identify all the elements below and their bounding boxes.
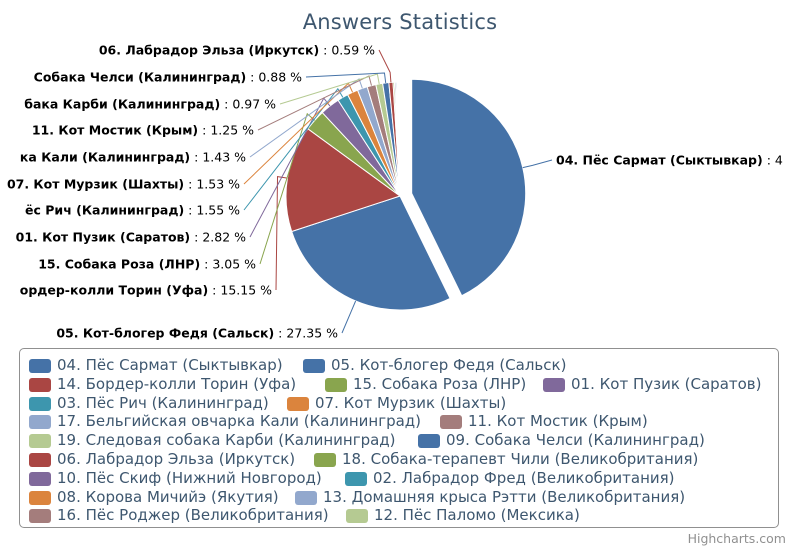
legend-label: 13. Домашняя крыса Рэтти (Великобритания… [323, 487, 686, 506]
slice-label: 06. Лабрадор Эльза (Иркутск) : 0.59 % [99, 43, 375, 58]
label-connector [378, 49, 392, 83]
slice-label: 05. Кот-блогер Федя (Сальск) : 27.35 % [56, 326, 338, 341]
legend-label: 04. Пёс Сармат (Сыктывкар) [57, 356, 283, 374]
legend-label: 06. Лабрадор Эльза (Иркутск) [57, 450, 296, 468]
credits-link[interactable]: Highcharts.com [687, 531, 786, 546]
slice-label: ёс Рич (Калининград) : 1.55 % [25, 203, 240, 218]
slice-label: 15. Собака Роза (ЛНР) : 3.05 % [38, 257, 256, 272]
legend: 04. Пёс Сармат (Сыктывкар) 05. Кот-блогер… [19, 348, 779, 528]
pie-slice[interactable] [411, 78, 527, 297]
legend-symbol [325, 377, 347, 392]
legend-symbol [295, 490, 317, 505]
legend-symbol [29, 396, 51, 411]
slice-label: 07. Кот Мурзик (Шахты) : 1.53 % [7, 177, 240, 192]
legend-label: 12. Пёс Паломо (Мексика) [374, 506, 580, 525]
legend-symbol [287, 396, 309, 411]
label-connector [243, 87, 344, 211]
legend-label: 15. Собака Роза (ЛНР) [353, 374, 527, 393]
slice-label: ордер-колли Торин (Уфа) : 15.15 % [20, 283, 272, 298]
pie-labels: 04. Пёс Сармат (Сыктывкар) : 4 05. Кот-бл… [7, 43, 783, 341]
legend-label: 11. Кот Мостик (Крым) [468, 412, 648, 431]
slice-label: ка Кали (Калининград) : 1.43 % [20, 150, 246, 165]
legend-label: 07. Кот Мурзик (Шахты) [315, 393, 507, 412]
legend-symbol [543, 377, 565, 392]
chart-title: Answers Statistics [302, 10, 498, 34]
legend-label: 17. Бельгийская овчарка Кали (Калинингра… [57, 412, 422, 431]
legend-symbol [29, 359, 51, 373]
label-connector [305, 72, 387, 83]
legend-symbol [345, 471, 367, 486]
pie-slices [285, 78, 527, 311]
legend-label: 10. Пёс Скиф (Нижний Новгород) [57, 468, 322, 487]
legend-symbol [29, 434, 51, 449]
legend-symbol [346, 509, 368, 524]
legend-label: 16. Пёс Роджер (Великобритания) [57, 506, 329, 525]
slice-label: Собака Челси (Калининград) : 0.88 % [34, 70, 302, 85]
legend-symbol [29, 490, 51, 505]
legend-symbol [440, 415, 462, 430]
legend-symbol [29, 377, 51, 392]
legend-symbol [314, 453, 336, 467]
legend-symbol [29, 453, 51, 467]
label-connector [341, 300, 357, 334]
legend-label: 14. Бордер-колли Торин (Уфа) [57, 374, 297, 393]
legend-label: 05. Кот-блогер Федя (Сальск) [331, 356, 567, 374]
label-connector [522, 159, 553, 169]
label-connector [257, 75, 372, 131]
legend-symbol [29, 471, 51, 486]
legend-label: 08. Корова Мичийэ (Якутия) [57, 487, 279, 506]
slice-label: бака Карби (Калининград) : 0.97 % [24, 97, 276, 112]
pie-slice[interactable] [398, 81, 401, 197]
label-connector [249, 78, 363, 158]
legend-label: 18. Собака-терапевт Чили (Великобритания… [342, 450, 699, 468]
slice-label: 04. Пёс Сармат (Сыктывкар) : 4 [556, 153, 783, 168]
label-connector [279, 73, 380, 105]
pie-connectors [243, 49, 553, 334]
legend-label: 03. Пёс Рич (Калининград) [57, 393, 269, 412]
legend-symbol [303, 359, 325, 373]
slice-label: 11. Кот Мостик (Крым) : 1.25 % [32, 123, 254, 138]
legend-symbol [29, 509, 51, 524]
legend-label: 09. Собака Челси (Калининград) [446, 431, 705, 450]
legend-label: 02. Лабрадор Фред (Великобритания) [373, 468, 675, 487]
legend-label: 01. Кот Пузик (Саратов) [571, 374, 762, 393]
slice-label: 01. Кот Пузик (Саратов) : 2.82 % [16, 230, 246, 245]
legend-label: 19. Следовая собака Карби (Калининград) [57, 431, 396, 450]
legend-symbol [29, 415, 51, 430]
label-connector [275, 176, 288, 291]
legend-symbol [418, 434, 440, 449]
